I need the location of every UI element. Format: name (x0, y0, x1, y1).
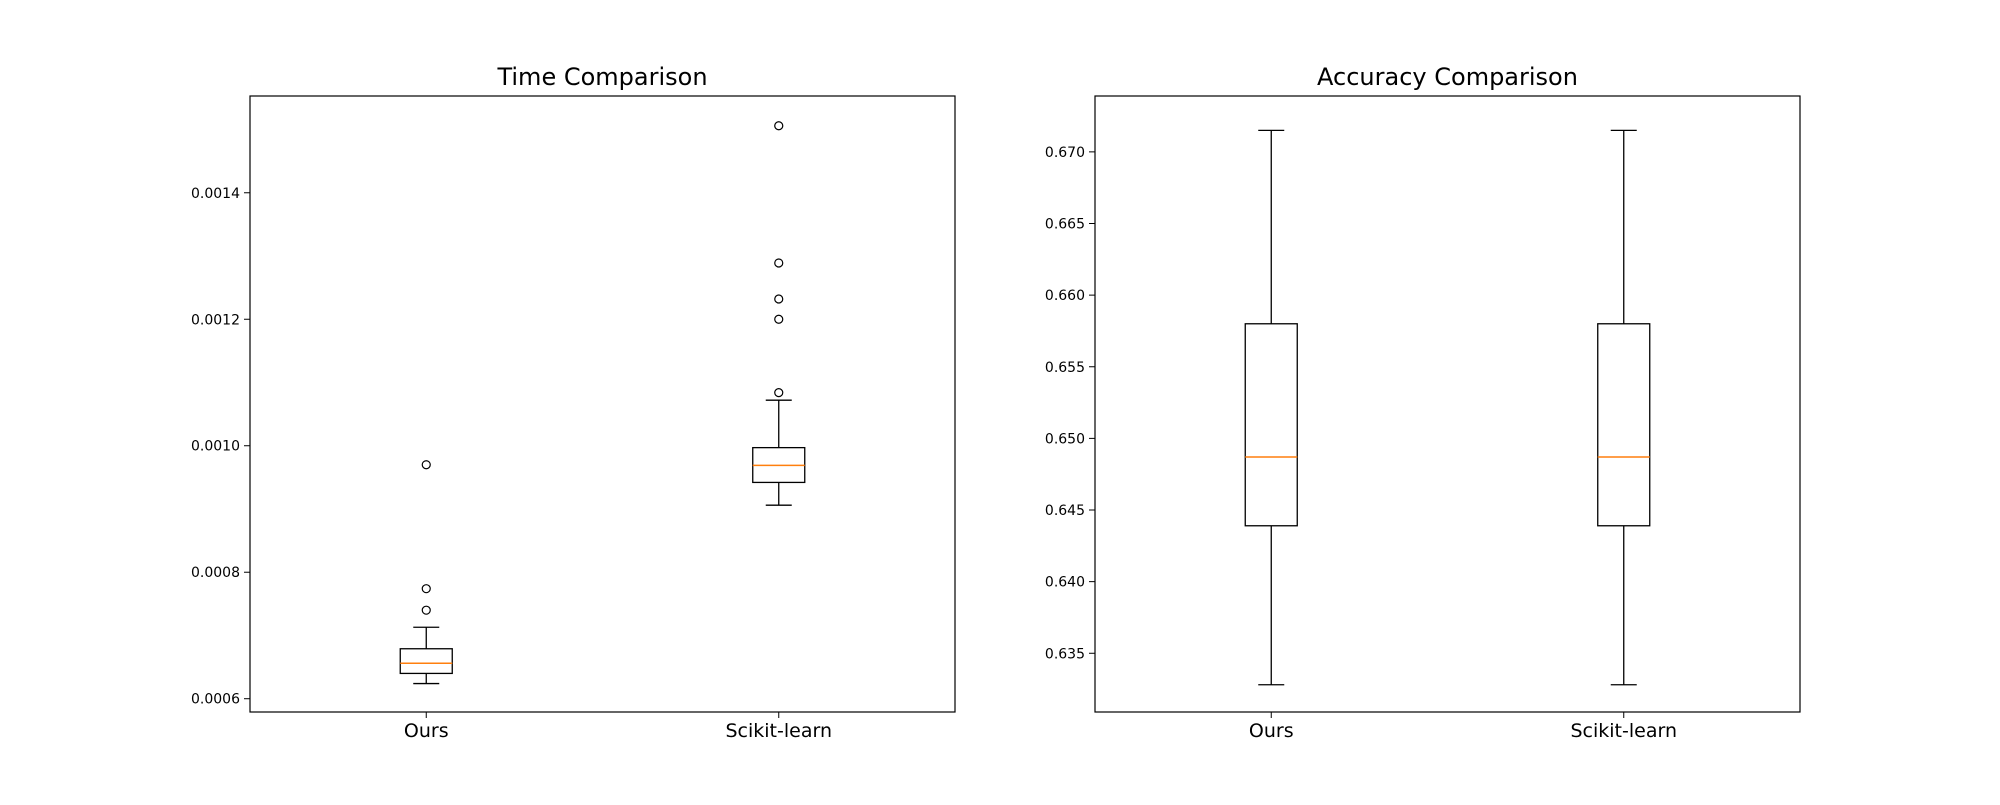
x-tick-label: Ours (1249, 720, 1294, 742)
outlier-point (421, 584, 431, 594)
outlier-point (774, 294, 784, 304)
box-plot-scikit-learn (752, 121, 806, 506)
plot-frame (249, 95, 956, 713)
y-tick-label: 0.645 (1045, 503, 1085, 519)
chart-title: Time Comparison (496, 63, 707, 91)
plot-frame (1094, 95, 1801, 713)
iqr-box (1244, 323, 1298, 527)
y-tick-label: 0.665 (1045, 216, 1085, 232)
y-tick-label: 0.0012 (191, 312, 240, 328)
accuracy-comparison-chart: Accuracy Comparison 0.635 0.640 0.645 0.650 0… (1045, 63, 1801, 742)
iqr-box (399, 648, 453, 675)
outlier-point (774, 314, 784, 324)
time-comparison-chart: Time Comparison 0.0006 0.0008 0.0010 0.0012 0… (191, 63, 956, 742)
box-plot-scikit-learn (1597, 129, 1651, 686)
x-tick-label: Ours (404, 720, 449, 742)
y-tick-label: 0.0008 (191, 565, 240, 581)
outlier-point (774, 388, 784, 398)
y-tick-label: 0.660 (1045, 288, 1085, 304)
outlier-point (421, 605, 431, 615)
y-tick-label: 0.655 (1045, 360, 1085, 376)
outlier-point (774, 121, 784, 131)
box-plot-ours (1244, 129, 1298, 686)
y-tick-label: 0.650 (1045, 431, 1085, 447)
box-plot-ours (399, 460, 453, 685)
chart-title: Accuracy Comparison (1317, 63, 1578, 91)
y-tick-label: 0.670 (1045, 145, 1085, 161)
outlier-point (421, 460, 431, 470)
y-tick-label: 0.0014 (191, 186, 240, 202)
y-tick-label: 0.0006 (191, 692, 240, 708)
y-tick-label: 0.640 (1045, 575, 1085, 591)
x-tick-label: Scikit-learn (725, 720, 832, 742)
x-tick-label: Scikit-learn (1570, 720, 1677, 742)
y-tick-label: 0.635 (1045, 646, 1085, 662)
y-tick-label: 0.0010 (191, 439, 240, 455)
outlier-point (774, 258, 784, 268)
iqr-box (1597, 323, 1651, 527)
